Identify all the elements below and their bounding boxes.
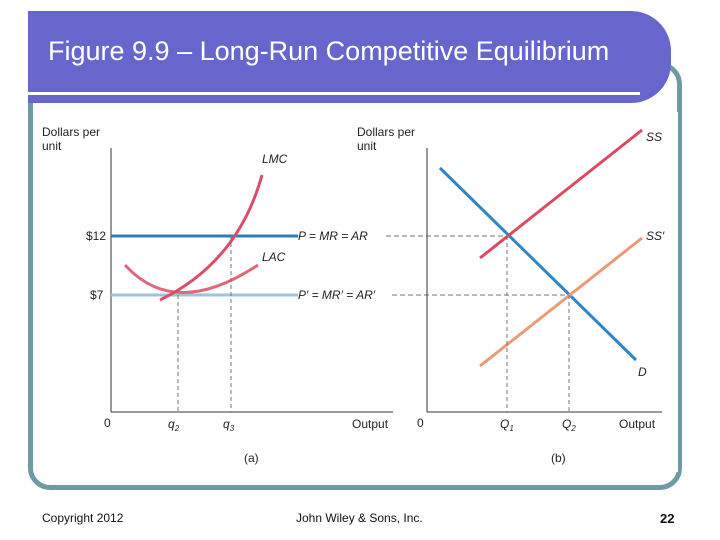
lmc-label: LMC [262, 152, 288, 166]
panel-a: Dollars per unit $12 $7 LMC LAC 0 q2 q3 … [42, 125, 393, 465]
slide-title: Figure 9.9 – Long-Run Competitive Equili… [48, 36, 610, 66]
title-bar [28, 11, 671, 103]
panel-b: Dollars per unit SS SS′ D 0 Q1 Q2 Output… [357, 125, 665, 465]
panel-a-y-label-line2: unit [42, 139, 62, 153]
lac-curve [123, 263, 259, 294]
panel-a-y-label-line1: Dollars per [42, 125, 100, 139]
lac-label: LAC [262, 250, 286, 264]
panel-a-origin: 0 [104, 416, 111, 430]
title-underline [28, 92, 640, 95]
panel-b-caption: (b) [551, 451, 566, 465]
copyright-text: Copyright 2012 [42, 511, 124, 525]
ss-label: SS [646, 130, 662, 144]
price-low-label: $7 [90, 288, 104, 302]
panel-b-x-label: Output [619, 417, 656, 431]
price-high-label: $12 [86, 229, 106, 243]
demand-curve [438, 166, 638, 362]
panel-b-y-label-line2: unit [357, 139, 377, 153]
panel-a-caption: (a) [244, 451, 259, 465]
d-label: D [638, 365, 647, 379]
q3-label: q3 [223, 417, 235, 433]
panel-a-x-label: Output [352, 417, 389, 431]
page-number: 22 [660, 511, 675, 526]
publisher-text: John Wiley & Sons, Inc. [296, 511, 423, 525]
Q1-label: Q1 [500, 417, 514, 433]
panel-b-y-label-line1: Dollars per [357, 125, 415, 139]
Q2-label: Q2 [562, 417, 576, 433]
panel-b-origin: 0 [417, 416, 424, 430]
ss-prime-label: SS′ [646, 229, 665, 243]
lmc-curve [159, 174, 264, 302]
q2-label: q2 [168, 417, 180, 433]
price-line-prime-label: P′ = MR′ = AR′ [298, 288, 376, 302]
price-line-label: P = MR = AR [298, 229, 368, 243]
